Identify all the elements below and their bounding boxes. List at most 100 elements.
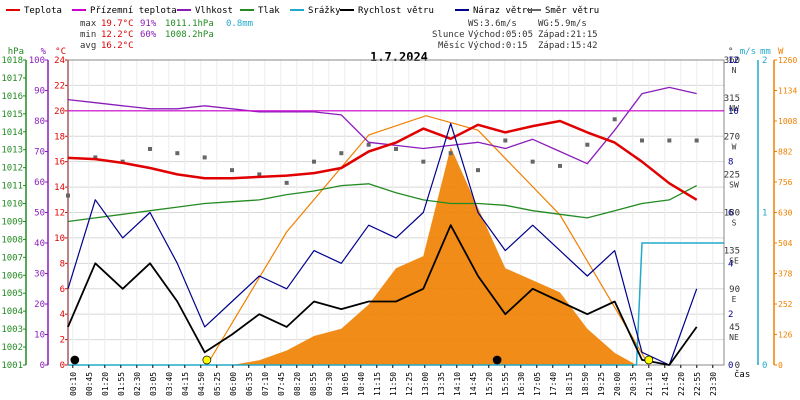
humidity-axis-tick-label: 10 — [34, 331, 45, 341]
x-tick-label: 19:25 — [597, 372, 606, 396]
pressure-axis-tick-label: 1011 — [1, 182, 23, 192]
x-tick-label: 23:30 — [709, 372, 718, 396]
x-tick-label: 03:40 — [165, 372, 174, 396]
x-tick-label: 06:00 — [229, 372, 238, 396]
temperature-axis-tick-label: 2 — [60, 336, 65, 346]
solar-tick-label: 126 — [778, 331, 793, 340]
wind-dir-point — [558, 163, 562, 168]
x-tick-label: 14:45 — [469, 372, 478, 396]
temperature-axis-tick-label: 14 — [54, 183, 65, 193]
wind-dir-tick-label: 90 — [729, 285, 740, 295]
wind-dir-point — [476, 168, 480, 173]
solar-tick-label: 0 — [778, 361, 783, 370]
x-tick-label: 00:45 — [85, 372, 94, 396]
wind-dir-compass: SW — [729, 180, 739, 189]
wind-speed-unit: m/s — [740, 47, 756, 57]
precip-tick-label: 0 — [762, 361, 767, 371]
wind-speed-tick-label: 2 — [728, 310, 733, 320]
x-tick-label: 06:35 — [245, 372, 254, 396]
x-tick-label: 11:50 — [389, 372, 398, 396]
pressure-axis-tick-label: 1007 — [1, 253, 23, 263]
wind-dir-tick-label: 315 — [724, 94, 740, 104]
solar-axis-unit: W — [778, 47, 784, 57]
wind-dir-point — [202, 155, 207, 160]
chart-title: 1.7.2024 — [370, 50, 428, 64]
wind-dir-tick-label: 180 — [724, 209, 740, 219]
humidity-axis-tick-label: 50 — [34, 209, 45, 219]
x-axis-label: čas — [734, 369, 750, 380]
axes: hPa1018101710161015101410131012101110101… — [1, 47, 797, 380]
temperature-axis-tick-label: 6 — [60, 285, 65, 295]
plot-area — [66, 86, 724, 366]
x-tick-label: 16:30 — [517, 372, 526, 396]
wind-dir-point — [448, 151, 453, 156]
temperature-axis-unit: °C — [55, 47, 66, 57]
wind-dir-compass: W — [732, 142, 737, 151]
precip-tick-label: 2 — [762, 56, 767, 66]
series-gust — [67, 122, 698, 366]
temperature-axis-tick-label: 12 — [54, 209, 65, 219]
wind-dir-compass: S — [732, 219, 737, 228]
pressure-axis-unit: hPa — [8, 47, 24, 57]
x-tick-label: 20:00 — [613, 372, 622, 396]
stats-max-rain: 0.8mm — [226, 19, 253, 29]
wind-dir-axis-unit: ° — [728, 47, 733, 57]
temperature-axis-tick-label: 0 — [60, 361, 65, 371]
solar-tick-label: 1008 — [778, 117, 797, 126]
x-tick-label: 00:10 — [69, 372, 78, 396]
solar-tick-label: 630 — [778, 209, 793, 218]
temperature-axis-tick-label: 24 — [54, 56, 65, 66]
series-pressure — [67, 183, 698, 223]
series-precip — [68, 242, 724, 366]
x-tick-label: 21:10 — [645, 372, 654, 396]
stats-max-temp: 19.7°C — [101, 19, 134, 29]
humidity-axis-tick-label: 90 — [34, 87, 45, 97]
stats-min-temp: 12.2°C — [101, 30, 134, 40]
x-tick-label: 07:45 — [277, 372, 286, 396]
x-tick-label: 22:55 — [693, 372, 702, 396]
wind-dir-point — [366, 142, 371, 147]
wind-dir-point — [503, 138, 508, 143]
pressure-axis-tick-label: 1001 — [1, 361, 23, 371]
legend-label: Náraz větru — [473, 6, 533, 16]
pressure-axis-tick-label: 1016 — [1, 92, 23, 102]
legend-label: Rychlost větru — [358, 6, 434, 16]
x-tick-label: 18:50 — [581, 372, 590, 396]
wind-dir-tick-label: 270 — [724, 132, 740, 142]
stats-max-press: 1011.1hPa — [165, 19, 214, 29]
legend-label: Směr větru — [545, 6, 599, 16]
temperature-axis-tick-label: 10 — [54, 234, 65, 244]
wind-dir-tick-label: 135 — [724, 247, 740, 257]
legend-label: Teplota — [24, 6, 62, 16]
solar-tick-label: 504 — [778, 239, 793, 248]
wind-dir-point — [667, 138, 672, 143]
series-temperature — [67, 119, 698, 201]
x-tick-label: 14:10 — [453, 372, 462, 396]
pressure-axis-tick-label: 1015 — [1, 110, 23, 120]
wind-dir-point — [257, 172, 262, 177]
solar-tick-label: 882 — [778, 148, 793, 157]
series-solar-area — [204, 147, 637, 365]
marker-moonrise — [70, 355, 80, 365]
pressure-axis-tick-label: 1014 — [1, 128, 23, 138]
wind-speed-tick-label: 8 — [728, 158, 733, 168]
pressure-axis-tick-label: 1013 — [1, 146, 23, 156]
wind-dir-point — [612, 117, 617, 122]
x-tick-label: 10:05 — [341, 372, 350, 396]
pressure-axis-tick-label: 1008 — [1, 235, 23, 245]
x-tick-label: 08:20 — [293, 372, 302, 396]
wind-dir-compass: NW — [729, 104, 739, 113]
wind-dir-tick-label: 225 — [724, 170, 740, 180]
wind-dir-point — [312, 159, 316, 164]
x-tick-label: 22:20 — [677, 372, 686, 396]
x-tick-label: 03:05 — [149, 372, 158, 396]
wind-dir-point — [585, 142, 590, 147]
wind-dir-point — [339, 151, 344, 156]
pressure-axis-tick-label: 1017 — [1, 74, 23, 84]
series-wind-speed — [67, 224, 698, 366]
stats-block: max 19.7°C 91% 1011.1hPa 0.8mm min 12.2°… — [80, 19, 253, 51]
temperature-axis-tick-label: 22 — [54, 81, 65, 91]
marker-sunrise — [202, 355, 212, 365]
stats-max-hum: 91% — [140, 19, 157, 29]
